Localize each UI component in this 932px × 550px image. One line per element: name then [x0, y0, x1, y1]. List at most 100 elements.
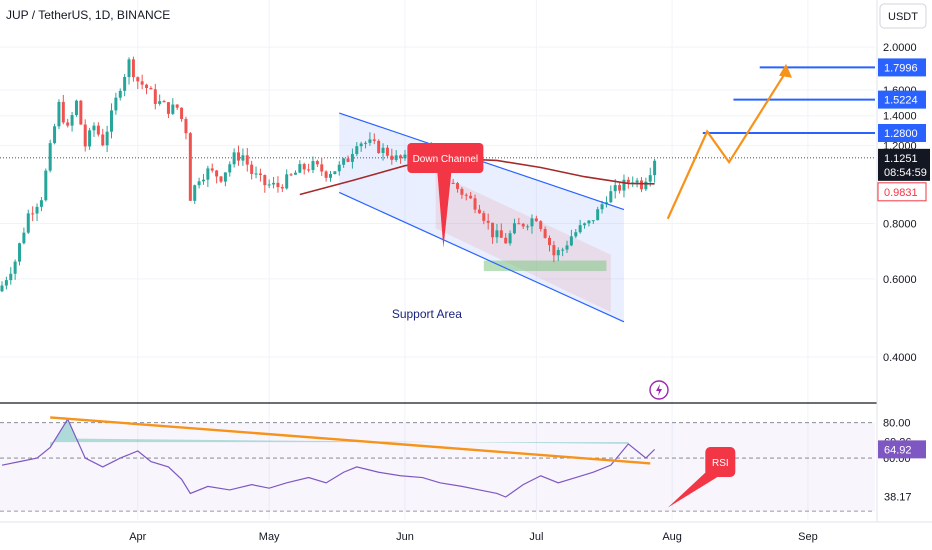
candle-body — [293, 172, 297, 175]
candle-body — [258, 173, 262, 176]
price-tick-label: 0.4000 — [883, 352, 917, 364]
target-price-tag-1 — [878, 124, 926, 143]
candle-body — [184, 118, 188, 134]
rsi-tick-label: 80.00 — [883, 418, 911, 430]
candle-body — [469, 195, 473, 199]
candle-body — [543, 229, 547, 238]
candle-body — [355, 146, 359, 155]
candle-body — [596, 209, 600, 221]
down-channel-callout-pointer — [437, 172, 452, 248]
candle-body — [482, 213, 486, 221]
candle-body — [644, 181, 648, 190]
candle-body — [350, 154, 354, 162]
time-tick-label: Apr — [129, 531, 146, 543]
candle-body — [276, 182, 280, 188]
time-tick-label: Aug — [662, 531, 682, 543]
candle-body — [495, 230, 499, 238]
candle-body — [521, 223, 525, 227]
rsi-pane: RSI — [0, 416, 875, 512]
candle-body — [464, 194, 468, 196]
target-price-label: 1.7996 — [884, 62, 918, 74]
time-tick-label: Sep — [798, 531, 818, 543]
target-price-tag-2 — [878, 90, 926, 109]
candle-body — [460, 188, 464, 195]
candle-body — [377, 140, 381, 153]
candle-body — [333, 171, 337, 175]
candle-body — [232, 152, 236, 165]
time-tick-label: May — [259, 531, 280, 543]
candle-body — [311, 161, 315, 171]
price-tick-label: 0.6000 — [883, 274, 917, 286]
candle-body — [635, 180, 639, 183]
drawing-layer-front: Down Channel Support Area — [299, 63, 875, 400]
lightning-icon-glyph — [656, 384, 662, 396]
rsi-line — [1, 417, 656, 498]
candle-body — [254, 173, 258, 175]
candle-body — [272, 182, 276, 185]
candle-body — [609, 191, 613, 203]
rsi-overbought-fill — [50, 419, 629, 448]
candle-body — [548, 237, 551, 246]
candle-body — [263, 175, 267, 186]
candle-body — [390, 155, 394, 160]
candle-body — [245, 155, 249, 165]
candle-body — [201, 179, 205, 182]
candle-body — [403, 154, 407, 159]
candle-body — [639, 180, 643, 190]
candle-body — [92, 125, 96, 131]
candle-body — [74, 100, 78, 116]
candle-body — [140, 81, 144, 85]
projection-arrow — [666, 71, 787, 220]
candle-body — [381, 147, 385, 153]
candle-body — [456, 183, 460, 189]
candle-body — [574, 232, 578, 237]
countdown-label: 08:54:59 — [884, 167, 927, 179]
candle-body — [477, 209, 481, 214]
candle-body — [565, 245, 569, 250]
candle-body — [66, 122, 70, 126]
candle-body — [626, 179, 630, 183]
candle-body — [648, 175, 652, 182]
candle-body — [0, 285, 4, 292]
candle-body — [583, 223, 587, 226]
candle-body — [131, 59, 135, 78]
rsi-value-label: 38.17 — [884, 492, 912, 504]
candle-body — [499, 230, 503, 238]
candle-body — [110, 110, 113, 132]
candle-body — [385, 147, 389, 156]
candle-body — [267, 184, 271, 186]
rsi-callout-label: RSI — [712, 458, 729, 469]
candle-body — [145, 84, 149, 89]
candle-body — [372, 139, 376, 141]
candle-body — [241, 155, 245, 161]
candle-body — [44, 170, 48, 201]
candle-body — [127, 59, 131, 78]
candle-body — [228, 164, 232, 173]
candle-body — [35, 206, 39, 214]
candle-body — [530, 218, 534, 227]
candle-body — [600, 204, 604, 210]
candle-body — [302, 164, 306, 170]
support-area-box — [483, 260, 607, 272]
candle-body — [48, 143, 52, 171]
candle-body — [39, 200, 43, 207]
candle-body — [61, 101, 65, 123]
candle-body — [79, 100, 83, 125]
candle-body — [556, 250, 560, 256]
candle-body — [237, 152, 241, 161]
price-axis: USDT2.00001.60001.40001.20000.80000.6000… — [876, 0, 932, 550]
candle-body — [307, 169, 311, 171]
candle-body — [473, 198, 477, 210]
candle-body — [399, 155, 403, 159]
candle-body — [561, 249, 565, 251]
price-tick-label: 2.0000 — [883, 42, 917, 54]
candle-body — [96, 125, 100, 135]
candle-body — [618, 185, 622, 191]
candle-body — [149, 88, 153, 90]
candle-body — [512, 223, 516, 234]
candle-body — [508, 233, 512, 244]
candle-body — [587, 220, 591, 224]
currency-button — [879, 3, 927, 29]
candle-body — [70, 115, 74, 126]
